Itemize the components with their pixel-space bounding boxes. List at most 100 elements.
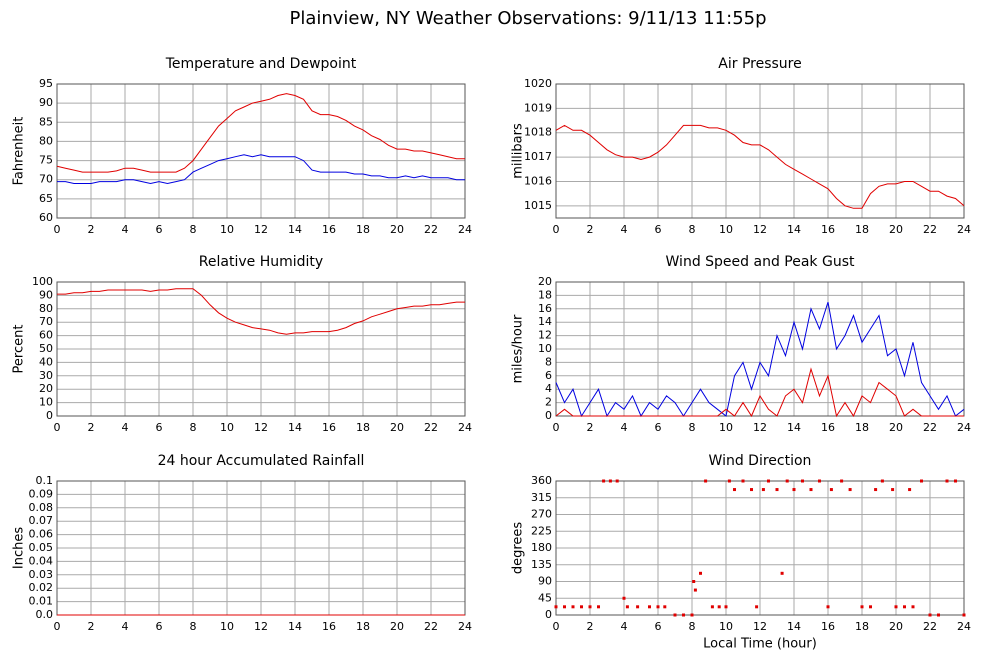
x-tick-label: 12 bbox=[753, 620, 767, 633]
y-tick-label: 80 bbox=[39, 134, 53, 147]
y-axis-label: Percent bbox=[12, 325, 27, 374]
y-tick-label: 75 bbox=[39, 154, 53, 167]
y-tick-label: 1019 bbox=[524, 101, 552, 114]
x-tick-label: 10 bbox=[719, 223, 733, 236]
point bbox=[692, 580, 696, 583]
point bbox=[663, 605, 667, 609]
point bbox=[673, 613, 677, 617]
point bbox=[775, 488, 779, 492]
y-tick-label: 0.09 bbox=[29, 487, 54, 500]
chart-title: Wind Speed and Peak Gust bbox=[666, 254, 855, 270]
x-tick-label: 8 bbox=[689, 620, 696, 633]
y-tick-label: 70 bbox=[39, 315, 53, 328]
x-tick-label: 0 bbox=[553, 223, 560, 236]
x-tick-label: 6 bbox=[156, 620, 163, 633]
point bbox=[588, 605, 592, 609]
y-tick-label: 12 bbox=[538, 329, 552, 342]
y-tick-label: 360 bbox=[531, 474, 552, 487]
y-tick-label: 0.03 bbox=[29, 568, 54, 581]
x-tick-label: 24 bbox=[957, 421, 971, 434]
x-tick-label: 22 bbox=[424, 620, 438, 633]
y-tick-label: 1016 bbox=[524, 174, 552, 187]
point bbox=[911, 605, 915, 609]
point bbox=[962, 613, 966, 617]
y-tick-label: 270 bbox=[531, 508, 552, 521]
x-axis-label: Local Time (hour) bbox=[703, 637, 817, 652]
y-tick-label: 50 bbox=[39, 342, 53, 355]
point bbox=[727, 479, 731, 483]
x-tick-label: 14 bbox=[787, 223, 801, 236]
point bbox=[554, 605, 558, 609]
y-tick-label: 0 bbox=[545, 608, 552, 621]
y-tick-label: 90 bbox=[538, 575, 552, 588]
point bbox=[717, 605, 721, 609]
x-tick-label: 14 bbox=[787, 620, 801, 633]
y-tick-label: 0 bbox=[46, 409, 53, 422]
x-tick-label: 2 bbox=[587, 421, 594, 434]
x-tick-label: 16 bbox=[821, 421, 835, 434]
x-tick-label: 20 bbox=[390, 620, 404, 633]
y-axis-label: degrees bbox=[511, 522, 526, 575]
page-title: Plainview, NY Weather Observations: 9/11… bbox=[289, 8, 766, 29]
chart-title: Relative Humidity bbox=[199, 254, 323, 270]
point bbox=[928, 613, 932, 617]
y-tick-label: 95 bbox=[39, 77, 53, 90]
point bbox=[848, 488, 852, 492]
y-tick-label: 1020 bbox=[524, 77, 552, 90]
y-tick-label: 30 bbox=[39, 369, 53, 382]
x-tick-label: 8 bbox=[190, 223, 197, 236]
y-tick-label: 10 bbox=[39, 396, 53, 409]
x-tick-label: 6 bbox=[655, 421, 662, 434]
point bbox=[741, 479, 745, 483]
x-tick-label: 12 bbox=[753, 223, 767, 236]
point bbox=[693, 588, 697, 592]
x-tick-label: 24 bbox=[957, 620, 971, 633]
y-tick-label: 60 bbox=[39, 211, 53, 224]
y-axis-label: Fahrenheit bbox=[12, 117, 27, 186]
point bbox=[826, 605, 830, 609]
point bbox=[792, 488, 796, 492]
point bbox=[699, 571, 702, 575]
x-tick-label: 10 bbox=[220, 223, 234, 236]
x-tick-label: 16 bbox=[322, 620, 336, 633]
point bbox=[869, 605, 872, 609]
y-tick-label: 90 bbox=[39, 288, 53, 301]
x-tick-label: 18 bbox=[855, 223, 869, 236]
point bbox=[615, 479, 619, 483]
y-tick-label: 90 bbox=[39, 96, 53, 109]
point bbox=[724, 605, 728, 609]
plot-frame bbox=[56, 281, 466, 417]
x-tick-label: 14 bbox=[288, 223, 302, 236]
y-tick-label: 0.04 bbox=[29, 554, 54, 567]
x-tick-label: 12 bbox=[254, 223, 268, 236]
x-tick-label: 20 bbox=[889, 421, 903, 434]
x-tick-label: 4 bbox=[122, 620, 129, 633]
y-tick-label: 0.08 bbox=[29, 501, 54, 514]
y-tick-label: 65 bbox=[39, 192, 53, 205]
y-tick-label: 0.05 bbox=[29, 541, 54, 554]
plot-frame bbox=[56, 83, 466, 219]
x-tick-label: 0 bbox=[54, 421, 61, 434]
point bbox=[597, 605, 600, 609]
x-tick-label: 24 bbox=[458, 620, 472, 633]
y-tick-label: 60 bbox=[39, 329, 53, 342]
y-tick-label: 16 bbox=[538, 302, 552, 315]
point bbox=[563, 605, 566, 609]
chart-title: Air Pressure bbox=[718, 56, 801, 72]
point bbox=[767, 479, 770, 483]
point bbox=[785, 479, 789, 483]
x-tick-label: 8 bbox=[190, 421, 197, 434]
series-line bbox=[555, 301, 965, 418]
point bbox=[780, 571, 784, 575]
point bbox=[750, 488, 753, 492]
point bbox=[818, 479, 821, 483]
x-tick-label: 20 bbox=[889, 620, 903, 633]
x-tick-label: 2 bbox=[88, 421, 95, 434]
point bbox=[571, 605, 575, 609]
y-tick-label: 85 bbox=[39, 115, 53, 128]
y-tick-label: 10 bbox=[538, 342, 552, 355]
y-axis-label: miles/hour bbox=[511, 314, 526, 383]
x-tick-label: 4 bbox=[122, 223, 129, 236]
point bbox=[755, 605, 759, 609]
